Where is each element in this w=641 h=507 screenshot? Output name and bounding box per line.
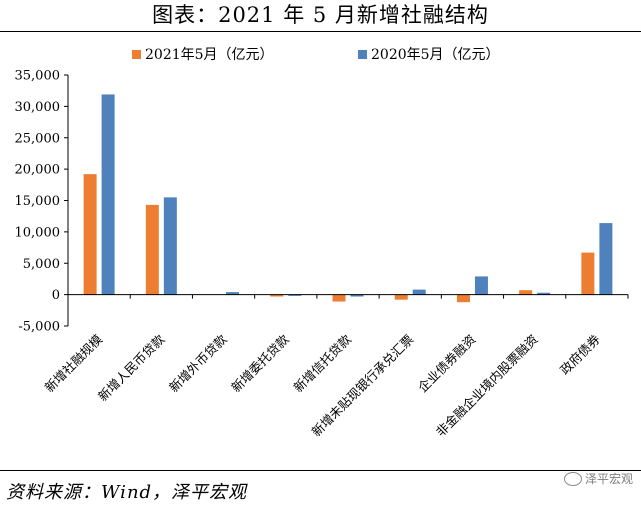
bar <box>270 294 284 297</box>
x-tick-label: 新增社融规模 <box>42 331 106 395</box>
x-tick-label: 新增外币贷款 <box>166 331 230 395</box>
x-tick-label: 非金融企业境内股票融资 <box>433 332 541 440</box>
x-tick-label: 新增信托贷款 <box>290 331 354 395</box>
x-tick-label: 政府债券 <box>557 331 603 377</box>
bar <box>288 294 302 296</box>
bar <box>519 290 533 295</box>
bar-chart: 2021年5月（亿元） 2020年5月（亿元） 35,000 30,000 25,00… <box>15 47 629 440</box>
bar <box>456 294 470 303</box>
bar <box>474 276 488 295</box>
footer-divider <box>0 470 641 471</box>
y-tick-label: 10,000 <box>15 225 61 240</box>
wechat-icon <box>563 471 582 486</box>
bar <box>101 94 115 295</box>
legend-swatch <box>358 50 367 59</box>
chart-legend: 2021年5月（亿元） 2020年5月（亿元） <box>132 47 500 63</box>
y-tick-label: 25,000 <box>15 131 61 146</box>
x-tick-label: 新增人民币贷款 <box>95 331 168 404</box>
y-axis: 35,000 30,000 25,000 20,000 15,000 10,000 5,00… <box>15 69 69 335</box>
bar <box>226 292 240 295</box>
y-tick-label: 15,000 <box>15 194 61 209</box>
bar <box>599 223 613 295</box>
y-tick-label: 5,000 <box>23 257 60 272</box>
bar <box>350 294 364 297</box>
bar <box>145 204 159 295</box>
y-tick-label: 20,000 <box>15 163 61 178</box>
bar <box>394 294 408 300</box>
bar-series <box>83 94 613 303</box>
legend-label: 2020年5月（亿元） <box>371 47 500 63</box>
x-tick-label: 企业债券融资 <box>415 332 479 396</box>
bar <box>581 252 595 295</box>
x-tick-label: 新增未贴现银行承兑汇票 <box>308 332 416 440</box>
source-note: 资料来源：Wind，泽平宏观 <box>6 482 248 503</box>
bar <box>537 292 551 295</box>
bar <box>83 174 97 295</box>
y-tick-label: 35,000 <box>15 69 61 84</box>
y-tick-label: -5,000 <box>18 320 60 335</box>
x-tick-label: 新增委托贷款 <box>228 331 292 395</box>
watermark: 泽平宏观 <box>563 470 633 487</box>
bar <box>412 289 426 295</box>
x-axis: 新增社融规模新增人民币贷款新增外币贷款新增委托贷款新增信托贷款新增未贴现银行承兑… <box>42 294 629 440</box>
page-title: 图表：2021 年 5 月新增社融结构 <box>152 3 489 27</box>
legend-swatch <box>132 50 141 59</box>
y-tick-label: 0 <box>52 288 60 303</box>
bar <box>332 294 346 302</box>
bar <box>163 197 177 295</box>
y-tick-label: 30,000 <box>15 100 61 115</box>
legend-label: 2021年5月（亿元） <box>145 47 274 63</box>
watermark-text: 泽平宏观 <box>584 472 633 486</box>
title-divider <box>0 31 641 32</box>
